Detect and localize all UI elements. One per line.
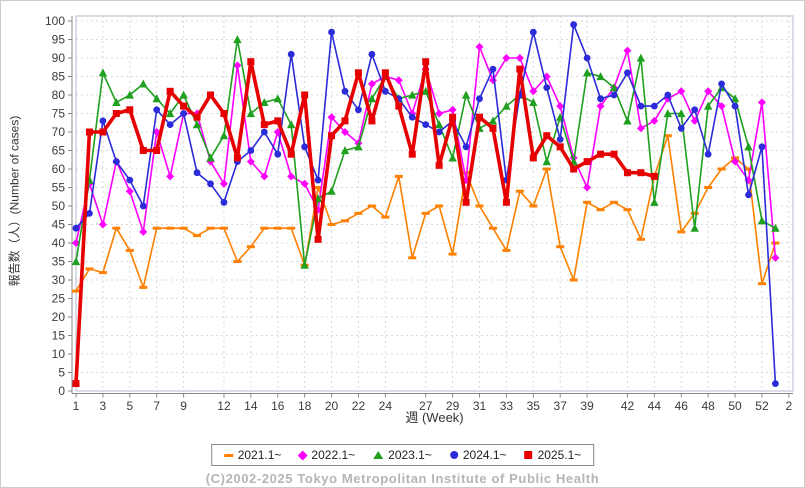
- legend-label: 2024.1~: [462, 448, 507, 462]
- x-tick-label: 33: [500, 399, 514, 413]
- x-tick-label: 5: [126, 399, 133, 413]
- copyright-text: (C)2002-2025 Tokyo Metropolitan Institut…: [205, 471, 600, 486]
- legend-item-20241: 2024.1~: [449, 448, 507, 462]
- x-tick-label: 18: [298, 399, 312, 413]
- square-marker-icon: [524, 451, 533, 459]
- x-tick-label: 1: [73, 399, 80, 413]
- x-tick-label: 24: [379, 399, 393, 413]
- y-tick-label: 0: [58, 384, 65, 398]
- x-tick-label: 16: [271, 399, 285, 413]
- legend-item-20211: 2021.1~: [223, 448, 282, 462]
- y-tick-label: 65: [52, 144, 66, 158]
- x-tick-label: 20: [325, 399, 339, 413]
- x-tick-label: 22: [352, 399, 366, 413]
- y-tick-label: 35: [52, 255, 66, 269]
- legend-item-20251: 2025.1~: [524, 448, 582, 462]
- x-tick-label: 2: [786, 399, 793, 413]
- y-tick-label: 5: [58, 366, 65, 380]
- x-axis-label: 週 (Week): [405, 410, 464, 425]
- x-tick-label: 7: [153, 399, 160, 413]
- diamond-marker-icon: [297, 450, 308, 460]
- y-tick-label: 60: [52, 162, 66, 176]
- y-tick-label: 10: [52, 347, 66, 361]
- x-tick-label: 31: [473, 399, 487, 413]
- x-tick-label: 3: [100, 399, 107, 413]
- legend-label: 2022.1~: [311, 448, 356, 462]
- legend-label: 2021.1~: [237, 448, 282, 462]
- legend: 2021.1~ 2022.1~ 2023.1~ 2024.1~ 2025.1~: [210, 444, 595, 466]
- y-tick-label: 75: [52, 107, 66, 121]
- x-tick-label: 50: [728, 399, 742, 413]
- y-tick-label: 15: [52, 329, 66, 343]
- legend-label: 2023.1~: [388, 448, 432, 462]
- y-tick-label: 20: [52, 310, 66, 324]
- y-tick-label: 30: [52, 273, 66, 287]
- x-tick-label: 35: [527, 399, 541, 413]
- x-tick-label: 46: [675, 399, 689, 413]
- circle-marker-icon: [449, 451, 458, 459]
- legend-item-20221: 2022.1~: [297, 448, 356, 462]
- x-tick-label: 48: [701, 399, 715, 413]
- y-tick-label: 45: [52, 218, 66, 232]
- x-tick-label: 9: [180, 399, 187, 413]
- y-tick-label: 40: [52, 236, 66, 250]
- x-tick-label: 27: [419, 399, 433, 413]
- legend-label: 2025.1~: [537, 448, 582, 462]
- y-tick-label: 55: [52, 181, 66, 195]
- y-tick-label: 85: [52, 70, 66, 84]
- y-tick-label: 90: [52, 51, 66, 65]
- y-tick-label: 50: [52, 199, 66, 213]
- chart-svg: 0510152025303540455055606570758085909510…: [45, 14, 794, 413]
- y-tick-label: 95: [52, 33, 66, 47]
- x-tick-label: 14: [244, 399, 258, 413]
- y-tick-label: 70: [52, 125, 66, 139]
- dash-marker-icon: [223, 453, 233, 457]
- y-axis-label: 報告数（人）(Number of cases): [7, 115, 22, 287]
- x-tick-label: 39: [580, 399, 594, 413]
- x-tick-label: 12: [217, 399, 231, 413]
- triangle-marker-icon: [373, 451, 384, 459]
- x-tick-label: 37: [554, 399, 568, 413]
- y-tick-label: 25: [52, 292, 66, 306]
- legend-item-20231: 2023.1~: [373, 448, 432, 462]
- x-tick-label: 52: [755, 399, 769, 413]
- y-tick-label: 100: [45, 14, 65, 28]
- x-tick-label: 29: [446, 399, 460, 413]
- x-tick-label: 42: [621, 399, 635, 413]
- y-tick-label: 80: [52, 88, 66, 102]
- x-tick-label: 44: [648, 399, 662, 413]
